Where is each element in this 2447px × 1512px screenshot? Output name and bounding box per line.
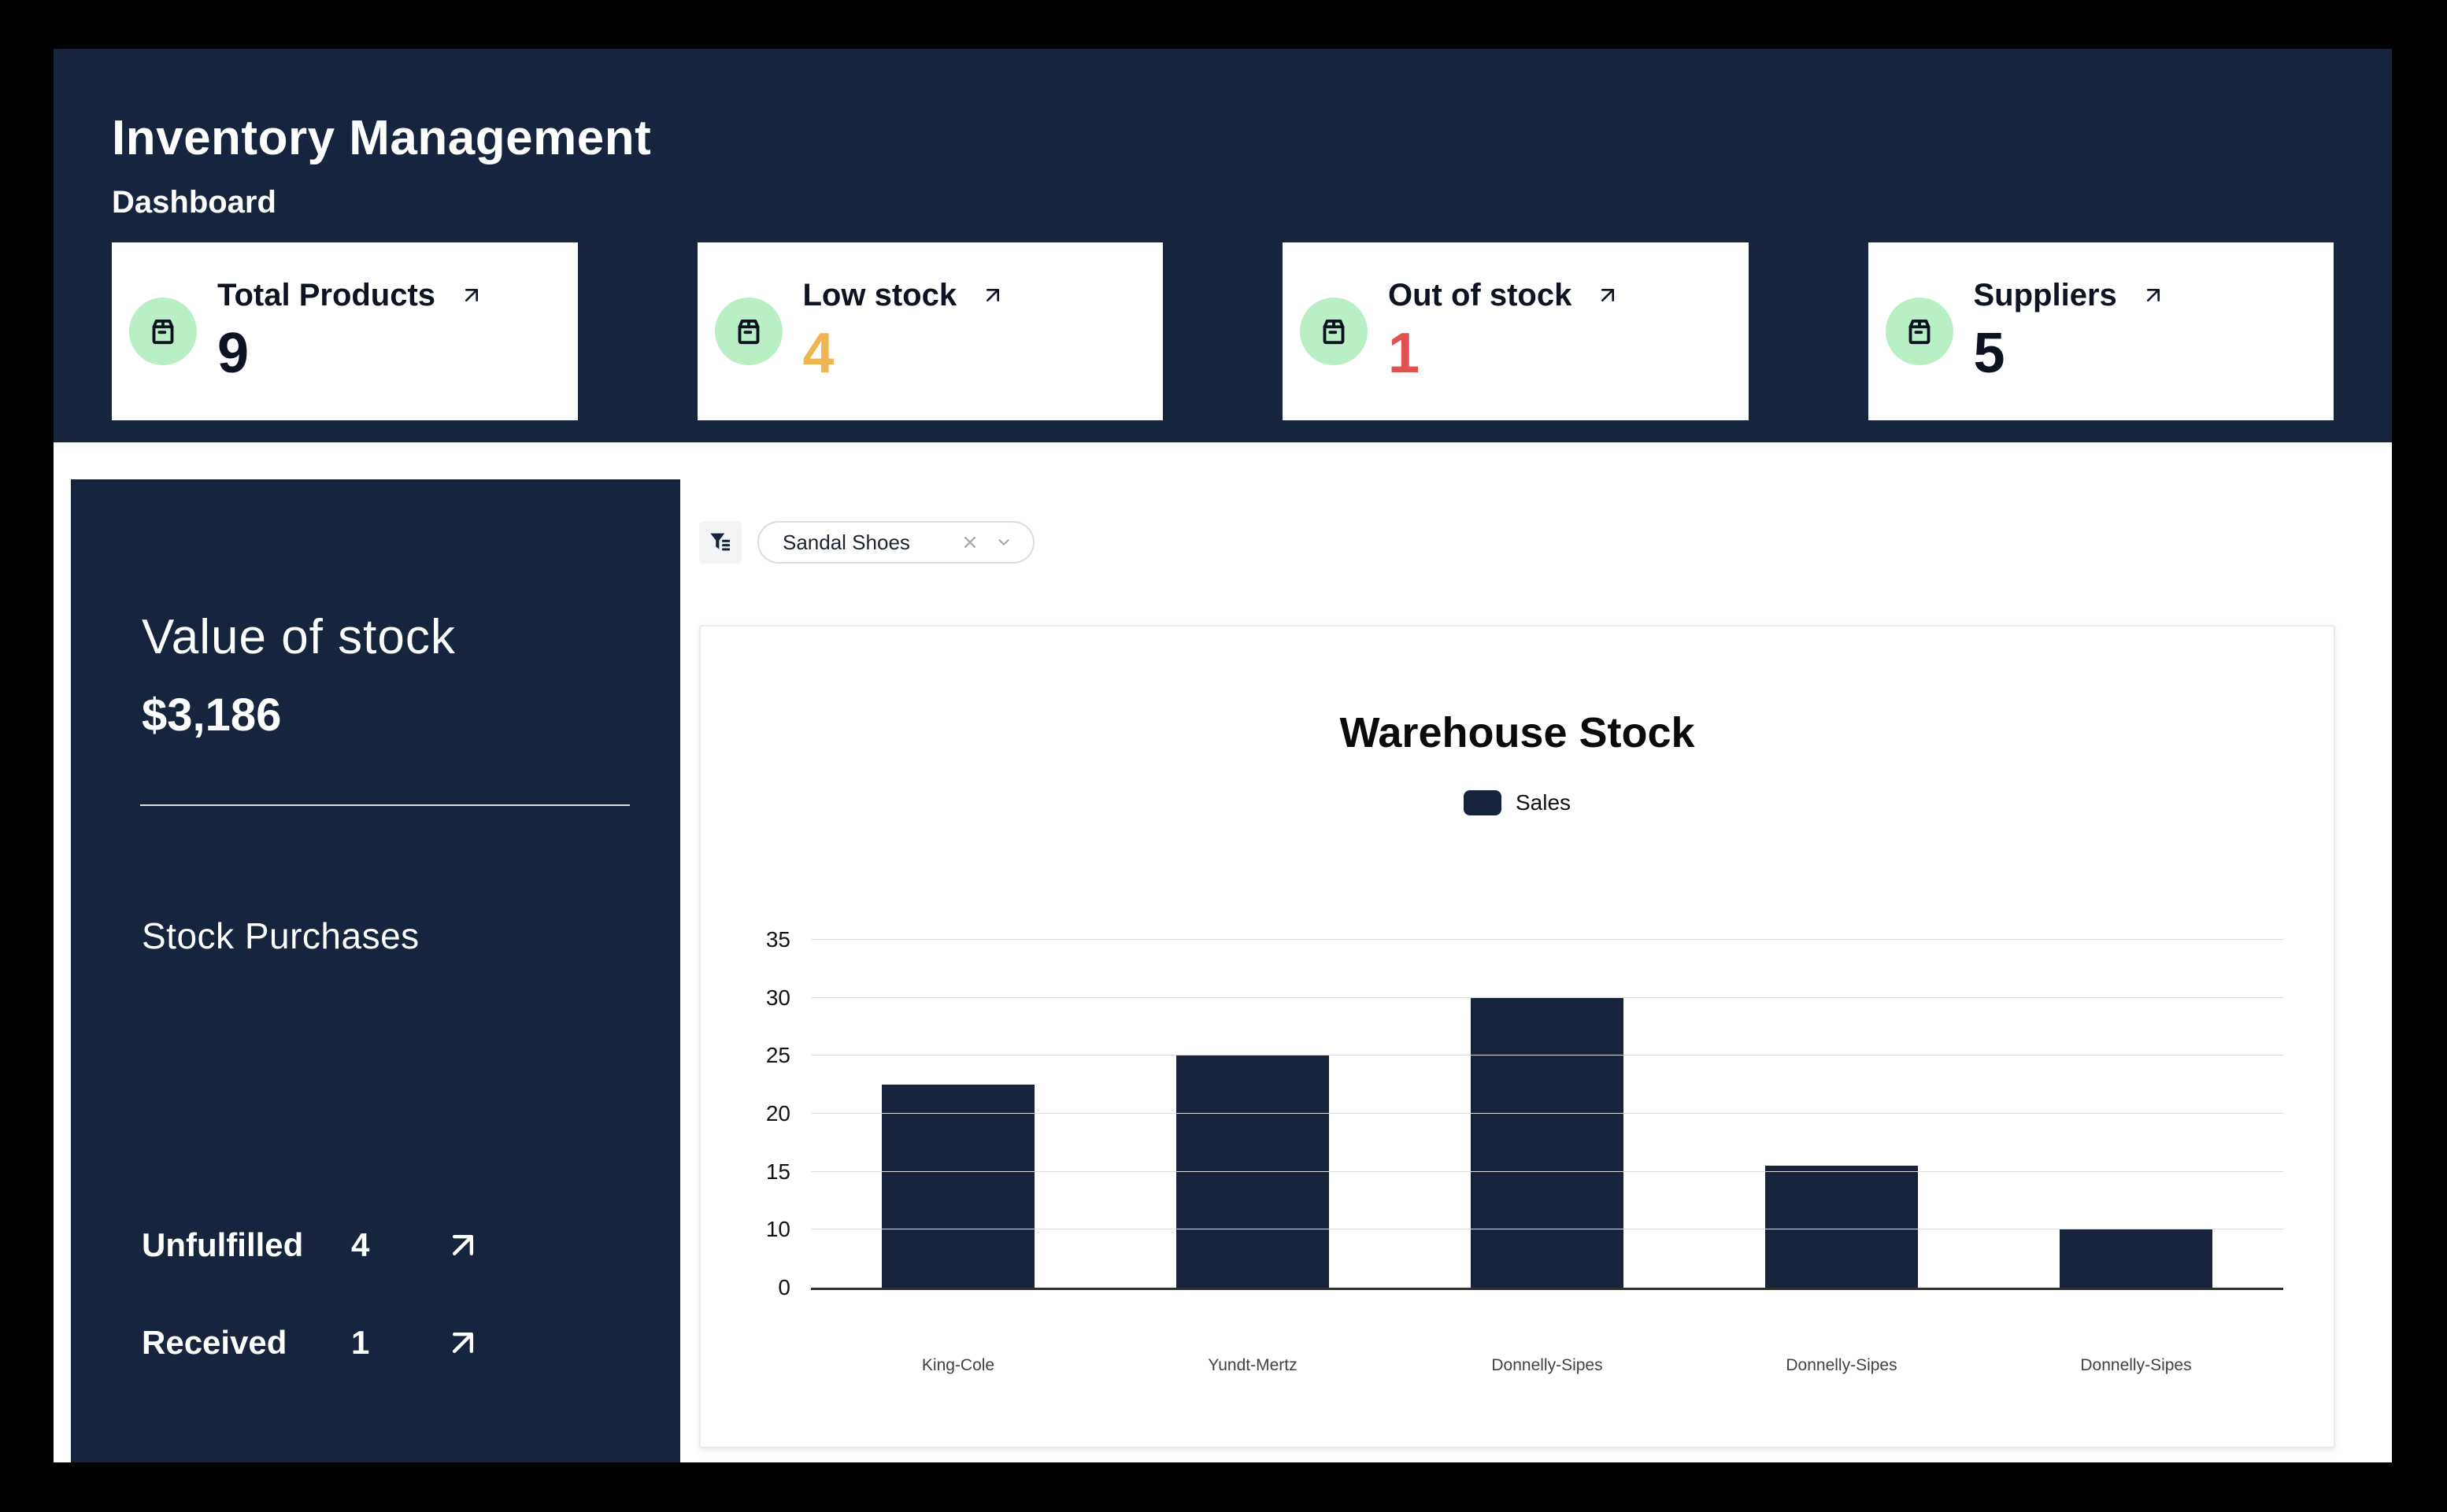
bar[interactable] [1175, 1055, 1330, 1288]
y-tick-label: 10 [765, 1217, 790, 1242]
store-icon [1300, 298, 1368, 365]
stat-card-value: 1 [1388, 321, 1420, 385]
stock-purchases-title: Stock Purchases [142, 915, 420, 956]
received-row[interactable]: Received 1 [142, 1322, 680, 1363]
arrow-up-right-icon[interactable] [442, 1322, 483, 1363]
store-icon [714, 298, 783, 365]
gridline [811, 1170, 2283, 1172]
page-subtitle: Dashboard [112, 185, 276, 220]
arrow-up-right-icon[interactable] [980, 283, 1005, 308]
bar-slot [1105, 940, 1400, 1288]
bar-slot [1989, 940, 2283, 1288]
purchase-row-label: Unfulfilled [142, 1226, 304, 1263]
stat-card-total-products[interactable]: Total Products 9 [112, 242, 578, 420]
bar[interactable] [881, 1085, 1035, 1288]
legend-swatch [1463, 790, 1501, 815]
stat-card-label: Total Products [217, 277, 436, 312]
stat-card-label: Low stock [802, 277, 957, 312]
gridline [811, 1113, 2283, 1114]
category-filter-chip[interactable]: Sandal Shoes [757, 521, 1035, 564]
filter-button[interactable] [699, 521, 742, 564]
arrow-up-right-icon[interactable] [1595, 283, 1620, 308]
arrow-up-right-icon[interactable] [2141, 283, 2166, 308]
gridline [811, 996, 2283, 998]
filter-icon [710, 533, 730, 551]
stat-card-value: 4 [802, 321, 835, 385]
chart-card: Warehouse Stock Sales 0 10 15 20 25 30 35 King… [699, 625, 2335, 1448]
bar-slot [811, 940, 1105, 1288]
bar[interactable] [1470, 997, 1624, 1288]
filter-row: Sandal Shoes [699, 521, 2335, 564]
x-axis-label: Donnelly-Sipes [2080, 1356, 2192, 1374]
purchase-row-value: 4 [351, 1226, 370, 1263]
header: Inventory Management Dashboard Total Pro… [54, 49, 2392, 442]
store-icon [129, 298, 197, 365]
chart-title: Warehouse Stock [1339, 709, 1695, 756]
stock-value-amount: $3,186 [142, 689, 282, 741]
bar[interactable] [2059, 1229, 2213, 1288]
stat-card-low-stock[interactable]: Low stock 4 [697, 242, 1163, 420]
x-axis-label: Yundt-Mertz [1208, 1356, 1298, 1374]
stat-cards-row: Total Products 9 Low stock 4 [112, 242, 2334, 420]
page-title: Inventory Management [112, 111, 652, 165]
stat-card-value: 9 [217, 321, 250, 385]
plot-wrap: 0 10 15 20 25 30 35 King-Cole Yundt-Mertz Donnel… [766, 929, 2283, 1375]
stat-card-label: Suppliers [1973, 277, 2117, 312]
purchase-row-value: 1 [351, 1324, 370, 1361]
filter-chip-value: Sandal Shoes [783, 530, 910, 554]
chevron-down-icon[interactable] [995, 534, 1012, 551]
legend-label: Sales [1515, 790, 1571, 815]
y-tick-label: 15 [765, 1159, 790, 1184]
x-axis-label: King-Cole [921, 1356, 995, 1374]
y-tick-label: 20 [765, 1101, 790, 1126]
bar[interactable] [1764, 1166, 1919, 1288]
stat-card-out-of-stock[interactable]: Out of stock 1 [1283, 242, 1749, 420]
divider [140, 804, 630, 806]
app-window: Inventory Management Dashboard Total Pro… [54, 49, 2392, 1462]
stat-card-body: Out of stock 1 [1388, 278, 1620, 386]
x-axis-label: Donnelly-Sipes [1786, 1356, 1897, 1374]
chart-legend: Sales [701, 790, 2334, 815]
content-area: Value of stock $3,186 Stock Purchases Un… [54, 442, 2392, 1462]
unfulfilled-row[interactable]: Unfulfilled 4 [142, 1225, 680, 1266]
y-tick-label: 30 [765, 985, 790, 1010]
stat-card-body: Total Products 9 [217, 278, 484, 386]
stat-card-suppliers[interactable]: Suppliers 5 [1868, 242, 2334, 420]
y-tick-label: 0 [778, 1275, 790, 1299]
stat-card-label: Out of stock [1388, 277, 1572, 312]
y-tick-label: 35 [765, 927, 790, 952]
purchase-row-label: Received [142, 1324, 287, 1361]
stock-value-label: Value of stock [142, 610, 456, 664]
x-axis-labels: King-Cole Yundt-Mertz Donnelly-Sipes Donnel… [811, 1356, 2283, 1375]
y-tick-label: 25 [765, 1043, 790, 1068]
arrow-up-right-icon[interactable] [442, 1225, 483, 1266]
sidebar: Value of stock $3,186 Stock Purchases Un… [71, 479, 680, 1462]
clear-filter-icon[interactable] [961, 533, 979, 552]
bars-container [811, 940, 2283, 1288]
stat-card-body: Low stock 4 [803, 278, 1006, 386]
gridline [811, 939, 2283, 940]
main-content: Sandal Shoes Warehouse Stock Sales 0 10 15… [680, 442, 2392, 1462]
stat-card-body: Suppliers 5 [1974, 278, 2166, 386]
stat-card-value: 5 [1973, 321, 2005, 385]
chart-plot-area: 0 10 15 20 25 30 35 [766, 929, 2283, 1299]
arrow-up-right-icon[interactable] [459, 283, 484, 308]
store-icon [1885, 298, 1953, 365]
bar-slot [1400, 940, 1694, 1288]
bar-slot [1694, 940, 1989, 1288]
x-axis-label: Donnelly-Sipes [1491, 1356, 1603, 1374]
